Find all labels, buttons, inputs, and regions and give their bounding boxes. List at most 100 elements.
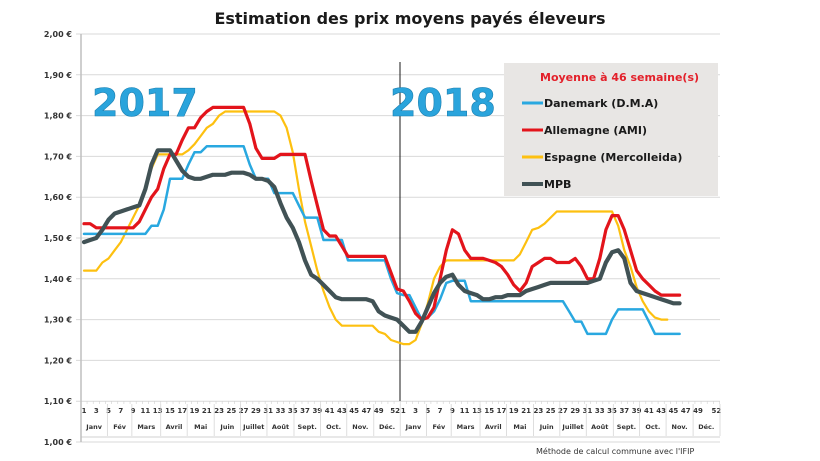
x-tick-label: 47 [362, 407, 372, 415]
x-tick-label: 43 [337, 407, 347, 415]
x-tick-label: 29 [570, 407, 580, 415]
month-label: Sept. [617, 423, 636, 431]
series-group [81, 105, 682, 346]
x-tick-label: 19 [509, 407, 519, 415]
month-label: Avril [166, 423, 183, 431]
x-tick-label: 41 [644, 407, 654, 415]
x-tick-label: 52 [712, 407, 722, 415]
month-label: Sept. [298, 423, 317, 431]
month-label: Juin [219, 423, 234, 431]
x-tick-label: 35 [288, 407, 298, 415]
y-tick-label: 1,50 € [44, 234, 73, 243]
month-label: Juillet [561, 423, 583, 431]
x-tick-label: 9 [450, 407, 455, 415]
month-label: Fév [432, 423, 446, 431]
month-label: Oct. [645, 423, 660, 431]
x-tick-label: 39 [312, 407, 322, 415]
legend-label: Danemark (D.M.A) [544, 97, 658, 110]
month-label: Mars [137, 423, 155, 431]
x-tick-label: 5 [425, 407, 430, 415]
x-tick-label: 1 [401, 407, 406, 415]
x-tick-label: 33 [276, 407, 286, 415]
x-tick-label: 17 [177, 407, 187, 415]
x-tick-label: 45 [349, 407, 359, 415]
x-tick-label: 27 [239, 407, 249, 415]
x-tick-label: 19 [190, 407, 200, 415]
series-line-allemagne [82, 105, 682, 322]
x-tick-label: 21 [202, 407, 212, 415]
month-label: Janv [405, 423, 422, 431]
x-axis: 1 3 5 7 9 11 13 15 17 19 21 23 25 27 29 31 33 35 37 39 41 43 4… [80, 401, 722, 438]
y-tick-label: 2,00 € [44, 30, 73, 39]
y-tick-label: 1,80 € [44, 112, 73, 121]
footnote: Méthode de calcul commune avec l'IFIP [536, 446, 694, 456]
x-tick-label: 29 [251, 407, 261, 415]
x-tick-label: 3 [94, 407, 99, 415]
x-tick-label: 31 [583, 407, 593, 415]
x-tick-label: 35 [607, 407, 617, 415]
x-tick-label: 13 [153, 407, 163, 415]
y-tick-label: 1,20 € [44, 356, 73, 365]
y-tick-label: 1,30 € [44, 316, 73, 325]
month-label: Oct. [326, 423, 341, 431]
month-label: Déc. [379, 423, 395, 431]
month-label: Janv [85, 423, 102, 431]
x-tick-label: 25 [226, 407, 236, 415]
y-tick-label: 1,00 € [44, 438, 73, 447]
month-label: Juillet [242, 423, 264, 431]
series-line-danemark [82, 144, 681, 336]
legend: Moyenne à 46 semaine(s) Danemark (D.M.A)… [504, 63, 718, 196]
month-label: Mai [194, 423, 207, 431]
x-tick-label: 33 [595, 407, 605, 415]
y-axis-ticks: 1,00 € 1,10 € 1,20 € 1,30 € 1,40 € 1,50 € 1,60… [44, 30, 73, 447]
x-tick-label: 15 [165, 407, 175, 415]
x-tick-label: 7 [118, 407, 123, 415]
legend-label: MPB [544, 178, 571, 191]
x-tick-label: 31 [263, 407, 273, 415]
month-label: Fév [113, 423, 127, 431]
y-tick-label: 1,90 € [44, 71, 73, 80]
month-label: Août [591, 423, 608, 431]
series-line-mpb [81, 148, 682, 334]
year-label-2018: 2018 [390, 81, 496, 125]
x-tick-label: 21 [521, 407, 531, 415]
x-tick-label: 5 [106, 407, 111, 415]
x-tick-label: 17 [497, 407, 507, 415]
x-tick-label: 1 [82, 407, 87, 415]
month-label: Nov. [352, 423, 368, 431]
month-label: Juin [539, 423, 554, 431]
x-tick-label: 13 [472, 407, 482, 415]
legend-title: Moyenne à 46 semaine(s) [540, 71, 699, 84]
x-tick-label: 45 [669, 407, 679, 415]
y-tick-label: 1,60 € [44, 193, 73, 202]
legend-label: Allemagne (AMI) [544, 124, 647, 137]
x-tick-label: 7 [438, 407, 443, 415]
x-tick-label: 15 [484, 407, 494, 415]
x-tick-label: 25 [546, 407, 556, 415]
x-tick-label: 9 [131, 407, 136, 415]
x-tick-label: 3 [413, 407, 418, 415]
x-tick-label: 49 [374, 407, 384, 415]
x-tick-label: 47 [681, 407, 691, 415]
x-tick-label: 39 [632, 407, 642, 415]
legend-label: Espagne (Mercolleida) [544, 151, 682, 164]
x-tick-label: 11 [460, 407, 470, 415]
x-tick-label: 27 [558, 407, 568, 415]
x-tick-label: 43 [656, 407, 666, 415]
x-tick-label: 41 [325, 407, 335, 415]
x-tick-label: 49 [693, 407, 703, 415]
month-label: Mai [513, 423, 526, 431]
x-tick-label: 23 [214, 407, 224, 415]
x-tick-label: 52 [390, 407, 400, 415]
x-tick-label: 23 [533, 407, 543, 415]
month-label: Nov. [672, 423, 688, 431]
y-tick-label: 1,70 € [44, 152, 73, 161]
x-tick-label: 37 [300, 407, 310, 415]
month-label: Avril [485, 423, 502, 431]
month-label: Déc. [698, 423, 714, 431]
series-line-espagne [82, 110, 669, 346]
x-tick-label: 37 [619, 407, 629, 415]
chart-title: Estimation des prix moyens payés éleveur… [214, 9, 605, 28]
x-tick-label: 11 [141, 407, 151, 415]
